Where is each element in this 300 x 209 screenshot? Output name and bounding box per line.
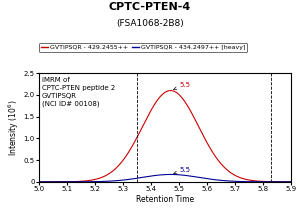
Text: iMRM of
CPTC-PTEN peptide 2
GVTIPSQR
(NCI ID# 00108): iMRM of CPTC-PTEN peptide 2 GVTIPSQR (NC…	[42, 77, 115, 107]
Legend: GVTIPSQR - 429.2455++, GVTIPSQR - 434.2497++ [heavy]: GVTIPSQR - 429.2455++, GVTIPSQR - 434.24…	[39, 43, 247, 52]
X-axis label: Retention Time: Retention Time	[136, 195, 194, 204]
Text: (FSA1068-2B8): (FSA1068-2B8)	[116, 19, 184, 28]
Y-axis label: Intensity (10$^6$): Intensity (10$^6$)	[6, 99, 21, 156]
Text: CPTC-PTEN-4: CPTC-PTEN-4	[109, 2, 191, 12]
Text: 5.5: 5.5	[173, 167, 190, 174]
Text: 5.5: 5.5	[174, 82, 190, 90]
